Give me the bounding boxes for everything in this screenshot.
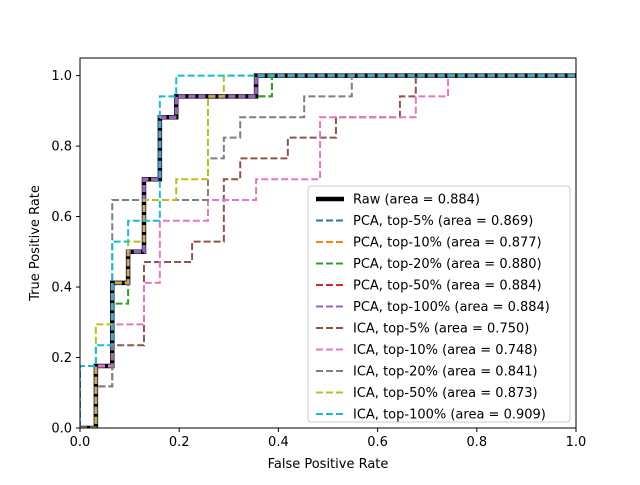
legend-label-0: Raw (area = 0.884) [353,193,480,208]
x-axis-title: False Positive Rate [268,457,389,472]
y-tick-label-1: 0.2 [51,351,72,366]
ticks-layer: 0.0 0.2 0.4 0.6 0.8 1.0 0.0 0.2 0.4 0.6 0.8 1.0 [51,69,586,450]
legend-label-2: PCA, top-10% (area = 0.877) [353,236,542,251]
legend-label-9: ICA, top-50% (area = 0.873) [353,386,538,401]
legend-label-3: PCA, top-20% (area = 0.880) [353,257,542,272]
legend-label-10: ICA, top-100% (area = 0.909) [353,408,546,423]
y-tick-label-0: 0.0 [51,422,72,437]
legend: Raw (area = 0.884) PCA, top-5% (area = 0.… [307,185,571,423]
axes-frame [79,57,577,429]
legend-label-6: ICA, top-5% (area = 0.750) [353,322,529,337]
legend-label-7: ICA, top-10% (area = 0.748) [353,343,538,358]
y-tick-label-2: 0.4 [51,281,72,296]
legend-box [307,185,571,423]
x-tick-label-1: 0.2 [169,435,190,450]
y-axis-title: True Positive Rate [28,185,43,302]
y-tick-label-3: 0.6 [51,210,72,225]
legend-label-4: PCA, top-50% (area = 0.884) [353,279,542,294]
legend-label-1: PCA, top-5% (area = 0.869) [353,214,533,229]
x-tick-label-5: 1.0 [566,435,587,450]
y-tick-label-4: 0.8 [51,140,72,155]
series-line-10 [80,74,576,428]
legend-label-5: PCA, top-100% (area = 0.884) [353,300,550,315]
series-line-8 [80,74,576,428]
x-tick-label-2: 0.4 [268,435,289,450]
x-tick-label-3: 0.6 [367,435,388,450]
y-tick-label-5: 1.0 [51,69,72,84]
x-tick-label-4: 0.8 [466,435,487,450]
legend-label-8: ICA, top-20% (area = 0.841) [353,365,538,380]
x-tick-label-0: 0.0 [70,435,91,450]
series-layer [80,73,576,428]
